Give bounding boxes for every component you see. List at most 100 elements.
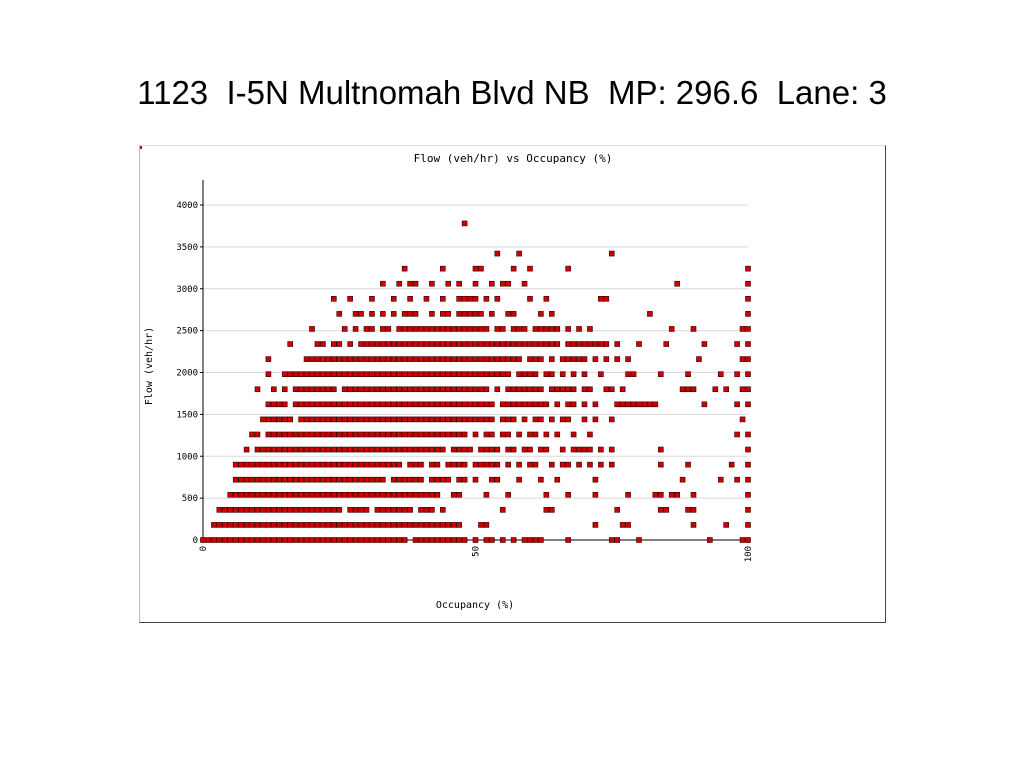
data-point xyxy=(369,296,375,302)
data-point xyxy=(358,341,364,347)
data-point xyxy=(494,341,501,347)
data-point xyxy=(483,356,490,362)
data-point xyxy=(739,326,746,332)
data-point xyxy=(374,416,381,423)
data-point xyxy=(489,311,495,317)
data-point xyxy=(407,341,413,347)
data-point xyxy=(341,371,348,377)
data-point xyxy=(456,280,462,287)
data-point xyxy=(461,386,468,393)
data-point xyxy=(745,326,751,332)
data-point xyxy=(559,461,566,468)
data-point xyxy=(461,220,468,227)
data-point xyxy=(396,491,403,498)
data-point xyxy=(745,296,751,302)
data-point xyxy=(281,507,288,513)
data-point xyxy=(358,401,364,408)
data-point xyxy=(325,476,332,483)
data-point xyxy=(434,431,441,438)
data-point xyxy=(636,341,642,347)
data-point xyxy=(456,371,462,377)
data-point xyxy=(281,431,288,438)
data-point xyxy=(407,507,413,513)
data-point xyxy=(434,371,441,377)
data-point xyxy=(499,416,506,423)
data-point xyxy=(254,537,261,543)
data-point xyxy=(352,476,359,483)
data-point xyxy=(712,386,719,393)
data-point xyxy=(565,265,571,272)
data-point xyxy=(608,416,615,423)
data-point xyxy=(690,507,697,513)
data-point xyxy=(538,311,544,317)
data-point xyxy=(407,446,413,453)
data-point xyxy=(303,507,310,513)
data-point xyxy=(456,431,462,438)
data-point xyxy=(407,386,413,393)
data-point xyxy=(287,371,293,377)
data-point xyxy=(423,341,430,347)
data-point xyxy=(341,416,348,423)
data-point xyxy=(418,446,424,453)
data-point xyxy=(314,461,321,468)
data-point xyxy=(292,476,299,483)
data-point xyxy=(538,446,544,453)
data-point xyxy=(325,461,332,468)
data-point xyxy=(489,356,495,362)
data-point xyxy=(396,341,403,347)
data-point xyxy=(216,507,223,513)
data-point xyxy=(298,401,304,408)
data-point xyxy=(341,446,348,453)
data-point xyxy=(374,386,381,393)
data-point xyxy=(559,356,566,362)
data-point xyxy=(390,311,397,317)
data-point xyxy=(625,401,631,408)
data-point xyxy=(390,446,397,453)
data-point xyxy=(429,446,435,453)
data-point xyxy=(429,491,435,498)
data-point xyxy=(363,326,370,332)
data-point xyxy=(238,461,244,468)
data-point xyxy=(429,386,435,393)
y-tick-label: 2500 xyxy=(176,327,198,337)
data-point xyxy=(331,431,337,438)
data-point xyxy=(494,326,501,332)
data-point xyxy=(358,446,364,453)
data-point xyxy=(254,491,261,498)
data-point xyxy=(363,341,370,347)
x-tick-label: 50 xyxy=(472,546,482,557)
data-point xyxy=(363,476,370,483)
data-point xyxy=(505,311,512,317)
data-point xyxy=(483,491,490,498)
data-point xyxy=(472,371,479,377)
data-point xyxy=(200,537,206,543)
data-point xyxy=(450,416,457,423)
data-point xyxy=(254,431,261,438)
data-point xyxy=(309,371,315,377)
data-point xyxy=(723,386,730,393)
data-point xyxy=(434,522,441,528)
data-point xyxy=(363,522,370,528)
data-point xyxy=(298,537,304,543)
data-point xyxy=(467,356,473,362)
data-point xyxy=(412,416,419,423)
data-point xyxy=(314,491,321,498)
data-point xyxy=(238,522,244,528)
data-point xyxy=(521,371,528,377)
data-point xyxy=(745,476,751,483)
data-point xyxy=(265,356,272,362)
data-point xyxy=(467,371,473,377)
data-point xyxy=(592,491,599,498)
data-point xyxy=(243,491,250,498)
data-point xyxy=(320,537,326,543)
data-point xyxy=(265,507,272,513)
data-point xyxy=(450,341,457,347)
data-point xyxy=(505,386,512,393)
data-point xyxy=(396,326,403,332)
data-point xyxy=(401,476,408,483)
data-point xyxy=(614,401,621,408)
data-point xyxy=(434,416,441,423)
data-point xyxy=(363,386,370,393)
data-point xyxy=(281,386,288,393)
data-point xyxy=(341,386,348,393)
